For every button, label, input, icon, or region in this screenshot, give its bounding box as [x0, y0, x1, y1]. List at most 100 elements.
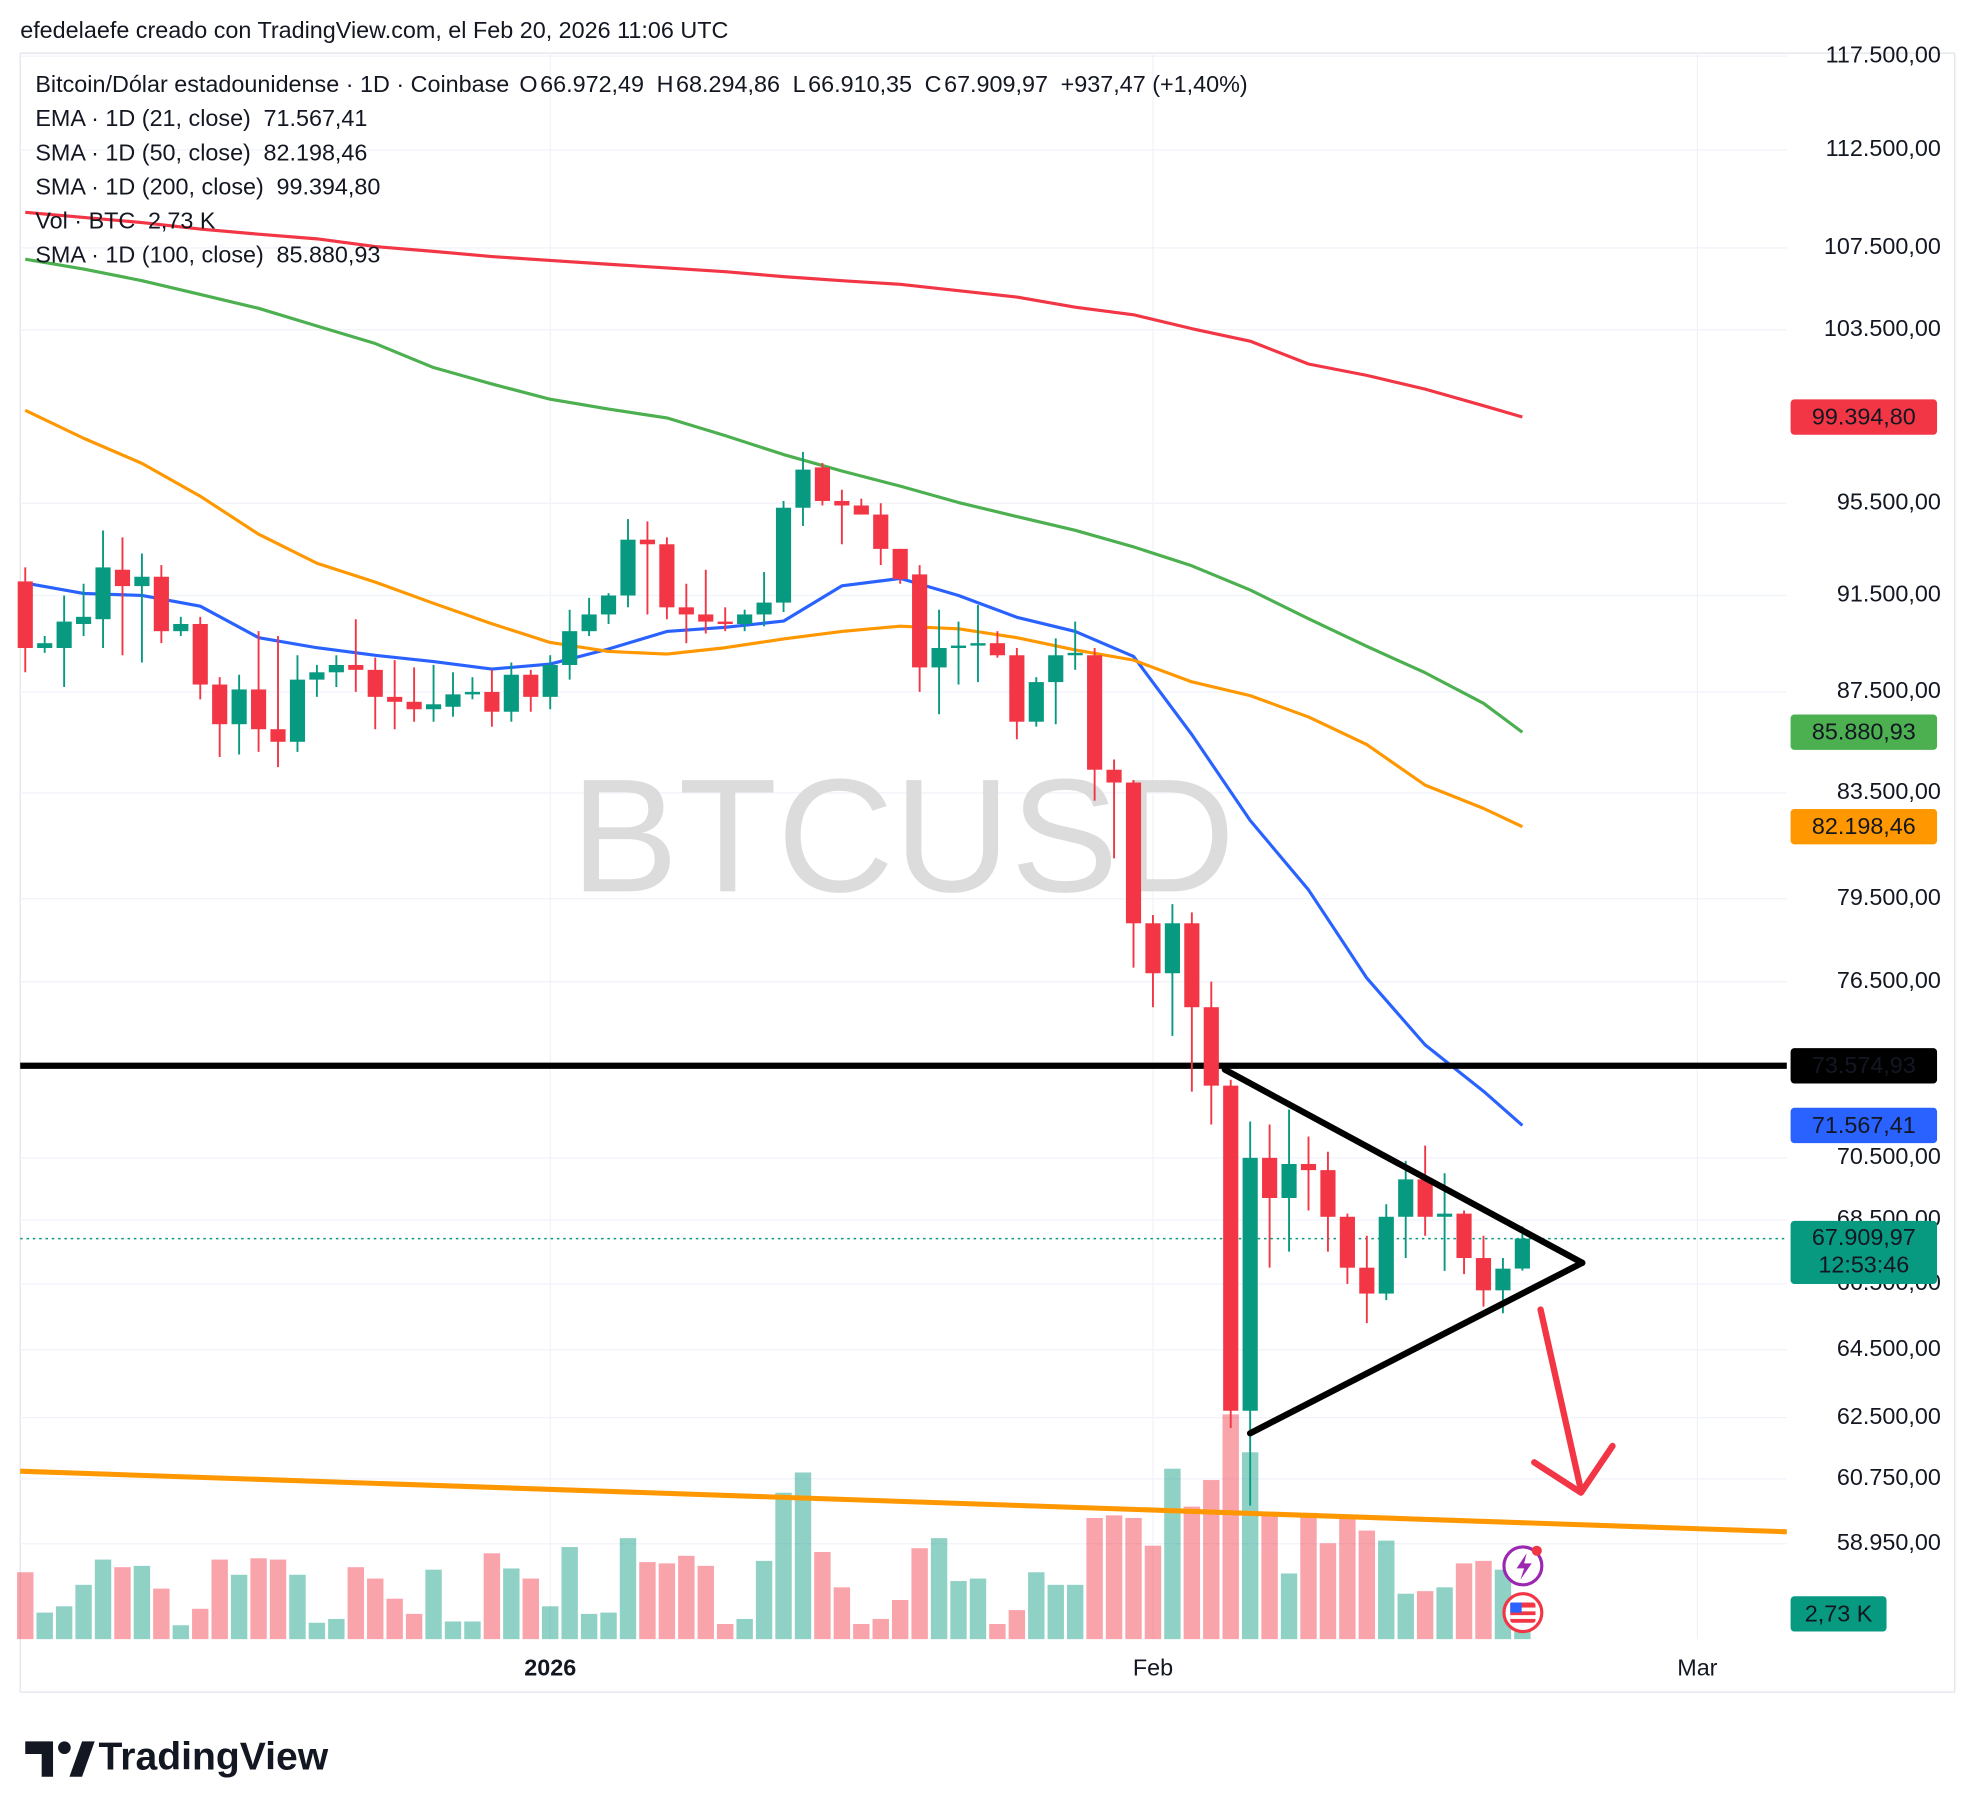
change-label: +937,47 (+1,40%) — [1061, 71, 1248, 97]
volume-bar — [153, 1588, 170, 1640]
volume-bar — [1397, 1593, 1414, 1640]
volume-bar — [17, 1572, 34, 1640]
volume-bar — [755, 1560, 773, 1640]
legend-value: 82.198,46 — [263, 139, 367, 165]
volume-bar — [503, 1568, 520, 1640]
indicator-tag-label: 85.880,93 — [1812, 719, 1916, 745]
ohlc-key: L — [793, 71, 806, 97]
volume-bar — [483, 1553, 501, 1640]
candle-body — [1028, 682, 1044, 722]
moving-average — [24, 257, 1524, 734]
symbol-label: Bitcoin/Dólar estadounidense · 1D · Coin… — [35, 71, 509, 97]
y-tick-label: 95.500,00 — [1837, 488, 1941, 514]
legend-name: SMA · 1D (200, close) — [35, 173, 263, 199]
candle-body — [873, 514, 889, 549]
candle-body — [387, 696, 403, 702]
level-tag — [1790, 1048, 1938, 1084]
legend-value: 2,73 K — [148, 207, 216, 233]
volume-bar — [950, 1581, 967, 1640]
candle-body — [853, 505, 869, 515]
volume-bar — [717, 1623, 734, 1640]
candle-body — [289, 679, 306, 742]
ohlc-value: 66.972,49 — [540, 71, 644, 97]
legend-value: 71.567,41 — [263, 105, 367, 131]
candle-body — [1125, 782, 1142, 924]
volume-bar — [775, 1492, 792, 1640]
x-tick-label: Mar — [1677, 1655, 1717, 1681]
candle-body — [989, 643, 1005, 656]
legend-name: EMA · 1D (21, close) — [35, 105, 251, 131]
volume-bar — [658, 1563, 676, 1640]
legend-name: Vol · BTC — [35, 207, 135, 233]
volume-bar — [289, 1574, 306, 1640]
volume-bar — [1008, 1610, 1026, 1640]
watermark: BTCUSD — [571, 746, 1236, 926]
indicator-tag — [1790, 809, 1938, 845]
volume-bar — [1047, 1584, 1064, 1640]
candle-body — [1378, 1216, 1394, 1294]
ohlc-value: 67.909,97 — [944, 71, 1048, 97]
candle-body — [17, 581, 33, 649]
candle-body — [1417, 1179, 1433, 1217]
candle-body — [1223, 1085, 1239, 1411]
candles — [17, 451, 1530, 1506]
volume-bar — [1300, 1512, 1317, 1640]
candle-body — [717, 621, 733, 624]
volume-bar — [250, 1558, 267, 1640]
volume-bar — [678, 1555, 695, 1640]
candle-body — [367, 669, 383, 697]
candle-body — [95, 567, 111, 620]
candle-body — [445, 694, 461, 707]
volume-bar — [561, 1547, 578, 1640]
volume-bar — [1105, 1515, 1123, 1640]
candle-body — [562, 631, 578, 665]
candle-body — [1009, 655, 1025, 722]
brand-logo: TradingView — [25, 1735, 329, 1778]
legend-value: 99.394,80 — [276, 173, 380, 199]
indicator-tag — [1790, 399, 1938, 435]
volume-bar — [1339, 1515, 1356, 1640]
volume-bar — [1358, 1530, 1376, 1640]
volume-bar — [405, 1613, 423, 1640]
candle-body — [834, 500, 850, 506]
candle-body — [1495, 1268, 1511, 1291]
logo-dot — [58, 1741, 71, 1755]
candle-body — [737, 614, 753, 624]
y-tick-label: 79.500,00 — [1837, 884, 1941, 910]
volume-bar — [1028, 1572, 1045, 1640]
trend-line — [20, 1468, 1787, 1535]
candle-body — [756, 602, 772, 615]
last-price-label: 67.909,97 — [1812, 1224, 1916, 1250]
candle-body — [1203, 1007, 1219, 1086]
candle-body — [1145, 923, 1161, 974]
volume-bar — [1144, 1545, 1162, 1640]
volume-bar — [853, 1623, 870, 1640]
y-tick-label: 60.750,00 — [1837, 1464, 1941, 1490]
candle-body — [192, 623, 208, 685]
y-tick-label: 64.500,00 — [1837, 1335, 1941, 1361]
candle-body — [1339, 1216, 1355, 1268]
candle-body — [814, 467, 831, 501]
candle-body — [114, 569, 131, 587]
ohlc-value: 66.910,35 — [808, 71, 912, 97]
volume-bar — [211, 1559, 228, 1640]
volume-bar — [814, 1552, 831, 1640]
candle-body — [1398, 1179, 1414, 1217]
candle-body — [1281, 1163, 1297, 1198]
volume-bar — [794, 1472, 812, 1640]
candle-body — [1300, 1163, 1317, 1171]
candle-body — [348, 664, 364, 670]
candle-body — [1242, 1157, 1258, 1411]
ohlc-key: C — [925, 71, 942, 97]
moving-average — [25, 210, 1523, 419]
volume-bar — [1125, 1517, 1142, 1640]
volume-bar — [1455, 1563, 1473, 1640]
flag-canton — [1510, 1602, 1522, 1613]
volume-bar — [347, 1567, 364, 1640]
candle-body — [950, 645, 967, 649]
y-tick-label: 58.950,00 — [1837, 1529, 1941, 1555]
candle-body — [173, 623, 189, 632]
candle-body — [134, 576, 150, 587]
logo-slash — [69, 1741, 95, 1777]
